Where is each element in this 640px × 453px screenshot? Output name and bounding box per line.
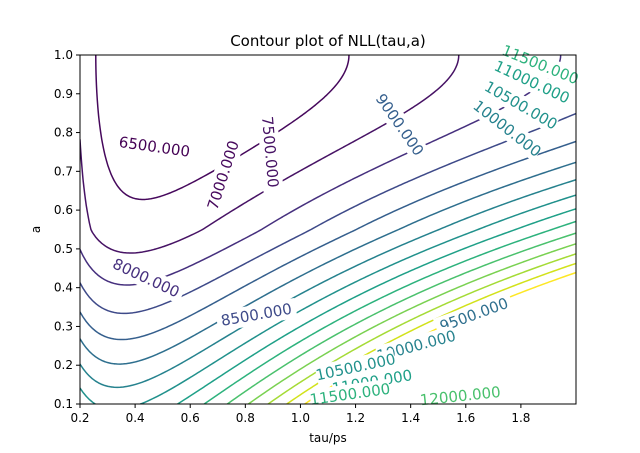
x-tick-label: 1.8: [511, 411, 530, 425]
contour-lines: [80, 55, 576, 404]
contour-label-background: [308, 378, 392, 410]
y-tick-label: 0.3: [54, 319, 73, 333]
contour-label-group: 7500.000: [256, 111, 284, 193]
contour-line-11000: [176, 208, 576, 404]
contour-label-background: [419, 382, 502, 411]
contour-label-background: [432, 291, 516, 338]
x-tick-label: 1.0: [291, 411, 310, 425]
x-tick-label: 1.4: [401, 411, 420, 425]
contour-label: 7000.000: [204, 138, 243, 212]
plot-frame: [79, 54, 577, 405]
contour-label-group: 6500.000: [113, 131, 196, 163]
contour-label: 7500.000: [258, 115, 282, 188]
contour-label-group: 7000.000: [201, 134, 246, 217]
y-axis-ticks: 0.1 0.2 0.3 0.4 0.5 0.6 0.7 0.8 0.9 1.0: [54, 48, 80, 411]
contour-label-group: 12000.000: [419, 382, 502, 411]
x-axis-label: tau/ps: [309, 431, 347, 445]
x-tick-label: 1.2: [346, 411, 365, 425]
y-tick-label: 0.5: [54, 242, 73, 256]
y-tick-label: 0.6: [54, 203, 73, 217]
contour-line-7500: [80, 55, 460, 254]
x-tick-label: 0.6: [181, 411, 200, 425]
contour-label: 8500.000: [220, 300, 294, 330]
contour-label-background: [481, 76, 561, 135]
contour-line-12000: [226, 232, 576, 404]
contour-label-group: 8500.000: [215, 298, 298, 332]
x-axis-ticks: 0.2 0.4 0.6 0.8 1.0 1.2 1.4 1.6 1.8: [70, 404, 530, 425]
y-tick-label: 1.0: [54, 48, 73, 62]
y-tick-label: 0.9: [54, 87, 73, 101]
contour-labels: 6500.000 7000.000 7500.000 8000.000 8500.000…: [105, 40, 582, 411]
contour-label-background: [201, 134, 246, 217]
contour-line-11500: [203, 220, 576, 404]
x-tick-label: 0.8: [236, 411, 255, 425]
contour-label-background: [105, 252, 187, 304]
x-tick-label: 0.4: [126, 411, 145, 425]
contour-label-group: 9000.000: [368, 86, 431, 164]
contour-line-12500: [247, 243, 576, 404]
x-tick-label: 0.2: [70, 411, 89, 425]
x-tick-label: 1.6: [456, 411, 475, 425]
y-tick-label: 0.7: [54, 164, 73, 178]
contour-line-9000: [80, 140, 576, 341]
contour-line-13000: [267, 253, 576, 404]
contour-label-background: [374, 325, 458, 366]
y-axis-label: a: [29, 226, 43, 233]
contour-label-background: [499, 40, 582, 89]
contour-label-group: 8000.000: [105, 252, 187, 304]
contour-label-background: [215, 298, 298, 332]
contour-label-background: [368, 86, 431, 164]
contour-label-background: [469, 96, 545, 162]
contour-label-background: [314, 349, 397, 386]
contour-label: 8000.000: [110, 255, 182, 302]
contour-label-background: [113, 131, 196, 163]
chart-title: Contour plot of NLL(tau,a): [230, 32, 426, 50]
contour-label-background: [491, 56, 573, 109]
y-tick-label: 0.4: [54, 281, 73, 295]
contour-label: 9000.000: [372, 90, 428, 159]
y-tick-label: 0.2: [54, 358, 73, 372]
y-tick-label: 0.8: [54, 126, 73, 140]
contour-label-background: [256, 111, 284, 193]
y-tick-label: 0.1: [54, 397, 73, 411]
